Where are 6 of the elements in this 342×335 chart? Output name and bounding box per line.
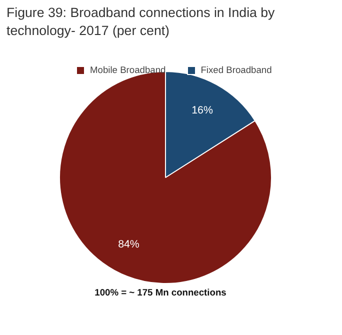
data-label: 84% xyxy=(118,238,140,250)
chart-title: Figure 39: Broadband connections in India by technology- 2017 (per cent) xyxy=(6,5,276,38)
legend-label: Mobile Broadband xyxy=(90,65,166,75)
legend-label: Fixed Broadband xyxy=(200,65,272,75)
data-label: 16% xyxy=(192,104,214,117)
text: 100% = ~ 175 Mn connections xyxy=(94,288,226,298)
